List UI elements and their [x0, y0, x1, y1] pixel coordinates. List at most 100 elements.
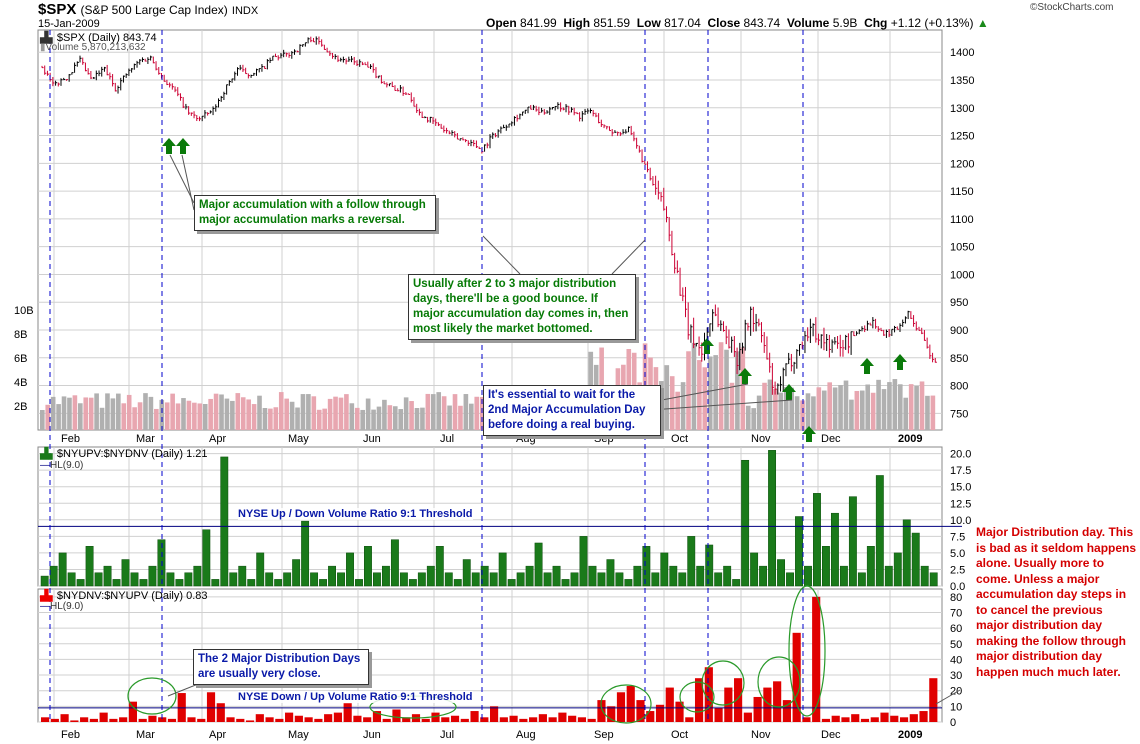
x-tick-label: Jul	[440, 433, 454, 445]
volume-bar	[680, 382, 686, 430]
dnv-ratio-bar	[206, 692, 216, 722]
volume-bar	[360, 409, 366, 430]
volume-bar	[773, 388, 778, 430]
volume-bar	[686, 351, 691, 430]
upv-ratio-bar	[49, 565, 58, 587]
volume-bar	[289, 401, 295, 430]
upv-ratio-bar	[848, 496, 857, 587]
upv-ratio-bar	[516, 572, 525, 587]
volume-bar	[827, 382, 833, 430]
upv-ratio-bar	[328, 565, 336, 587]
upv-ratio-bar	[615, 572, 624, 587]
dnv-ratio-bar	[119, 717, 128, 722]
volume-bar	[316, 409, 322, 430]
price-y-tick: 800	[950, 381, 968, 393]
upv-ratio-bar	[202, 529, 211, 587]
dnv-ratio-bar	[480, 717, 489, 722]
upv-ratio-bar	[489, 572, 498, 587]
chg-label: Chg	[864, 16, 888, 30]
dnv-ratio-bar	[880, 712, 889, 722]
x-tick-label: Sep	[594, 729, 614, 741]
upv-ratio-bar	[139, 579, 148, 587]
upv-ratio-bar	[857, 572, 866, 587]
volume-bar	[767, 379, 773, 430]
upv-ratio-bar	[606, 559, 615, 587]
volume-bar	[414, 408, 420, 430]
volume-value: 5.9B	[832, 16, 858, 30]
dnv-ratio-bar	[402, 717, 411, 722]
dnv-ratio-bar	[304, 717, 313, 722]
upv-threshold-label: NYSE Up / Down Volume Ratio 9:1 Threshol…	[238, 508, 473, 520]
upv-ratio-bar	[795, 516, 803, 587]
upv-ratio-bar	[85, 546, 94, 587]
symbol: $SPX	[38, 1, 77, 18]
price-y-tick: 1400	[950, 47, 974, 59]
upv-ratio-bar	[902, 519, 911, 587]
upv-ratio-bar	[651, 572, 660, 587]
ohlc-readout: Open 841.99 High 851.59 Low 817.04 Close…	[486, 16, 989, 30]
dnv-y-tick: 10	[950, 701, 962, 713]
dnv-hl-text: HL(9.0)	[50, 601, 84, 612]
volume-bar	[745, 405, 751, 430]
dnv-ratio-bar	[860, 718, 870, 722]
price-panel-frame	[37, 29, 943, 431]
x-tick-label: Nov	[751, 729, 771, 741]
volume-bar	[859, 390, 865, 430]
x-tick-label: 2009	[898, 433, 922, 445]
volume-bar	[452, 394, 458, 430]
price-y-tick: 1000	[950, 269, 974, 281]
upv-ratio-bar	[471, 572, 480, 587]
volume-bar	[881, 389, 887, 430]
volume-bar	[832, 387, 838, 430]
upv-hl-text: HL(9.0)	[50, 460, 84, 471]
upv-ratio-bar	[130, 572, 139, 587]
note-close-distribution-days: The 2 Major Distribution Days are usuall…	[193, 649, 369, 685]
dnv-ratio-bar	[490, 706, 499, 722]
volume-bar	[669, 376, 675, 430]
dnv-ratio-bar	[363, 717, 372, 722]
volume-bar	[240, 397, 246, 430]
upv-ratio-bar	[292, 559, 301, 587]
volume-bar	[273, 407, 279, 430]
dnv-ratio-bar	[616, 692, 626, 722]
price-y-tick: 950	[950, 297, 968, 309]
upv-ratio-bar	[732, 579, 741, 587]
volume-bar	[789, 387, 794, 430]
volume-bar	[295, 407, 300, 430]
dnv-ratio-bar	[70, 720, 79, 722]
volume-bar	[181, 398, 186, 430]
volume-bar	[306, 394, 311, 430]
upv-ratio-bar	[211, 579, 220, 587]
dnv-y-tick: 50	[950, 639, 962, 651]
dnv-ratio-bar	[870, 717, 879, 722]
upv-ratio-bar	[920, 565, 929, 587]
dnv-y-tick: 60	[950, 623, 962, 635]
dnv-legend-text: $NYDNV:$NYUPV (Daily) 0.83	[56, 590, 208, 602]
upv-y-tick: 20.0	[950, 449, 971, 461]
upv-y-tick: 7.5	[950, 531, 965, 543]
dnv-y-tick: 30	[950, 670, 962, 682]
volume-bar	[436, 392, 442, 430]
volume-bar	[230, 400, 235, 430]
volume-bar	[430, 394, 436, 430]
x-tick-label: 2009	[898, 729, 922, 741]
upv-ratio-bar	[624, 579, 633, 587]
volume-bar	[262, 408, 268, 430]
dnv-ratio-bar	[245, 720, 255, 722]
volume-bar	[783, 387, 789, 430]
upv-ratio-bar	[220, 456, 229, 587]
volume-bar	[762, 382, 767, 430]
dnv-ratio-bar	[529, 717, 538, 722]
accumulation-arrow-icon	[893, 354, 907, 370]
dnv-ratio-bar	[851, 714, 860, 722]
upv-ratio-bar	[265, 572, 274, 587]
dnv-ratio-bar	[694, 678, 704, 722]
volume-bar	[441, 396, 447, 430]
dnv-ratio-bar	[792, 632, 801, 722]
callout-pointer	[482, 235, 521, 275]
upv-ratio-bar	[723, 565, 732, 587]
dnv-ratio-bar	[226, 717, 235, 722]
x-tick-label: May	[288, 729, 309, 741]
upv-ratio-bar	[193, 565, 202, 587]
dnv-ratio-bar	[187, 717, 196, 722]
